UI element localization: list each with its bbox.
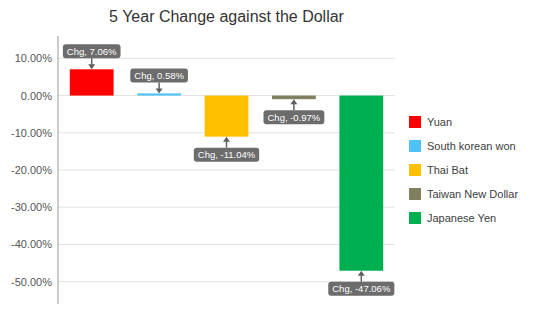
chart-svg: 5 Year Change against the Dollar 10.00% 0.…: [0, 0, 540, 314]
data-label-arrowhead: [358, 271, 365, 276]
data-label: Chg, 0.58%: [130, 68, 188, 93]
legend-swatch: [409, 116, 421, 128]
data-label-arrowhead: [156, 88, 163, 93]
legend-label: Taiwan New Dollar: [427, 188, 518, 200]
data-label-box: [130, 68, 188, 82]
bar: [272, 96, 316, 100]
bar: [205, 96, 249, 137]
legend-label: Yuan: [427, 116, 452, 128]
data-label-arrowhead: [290, 99, 297, 104]
legend-label: South korean won: [427, 140, 516, 152]
legend-label: Thai Bat: [427, 164, 468, 176]
data-label: Chg, -0.97%: [263, 99, 324, 124]
data-label-arrow: [361, 275, 363, 282]
y-axis: 10.00% 0.00% -10.00% -20.00% -30.00% -40.00% -…: [11, 52, 395, 287]
data-label-arrowhead: [88, 64, 95, 69]
y-tick-label: -50.00%: [11, 276, 52, 288]
data-label-box: [263, 110, 324, 124]
bar: [70, 69, 114, 95]
data-label-arrow: [91, 58, 93, 65]
legend-swatch: [409, 188, 421, 200]
data-label-box: [328, 282, 394, 296]
bar: [137, 93, 181, 95]
legend: Yuan South korean won Thai Bat Taiwan New D…: [409, 116, 518, 224]
chart-container: 5 Year Change against the Dollar 10.00% 0.…: [0, 0, 540, 314]
bar: [339, 96, 383, 271]
y-tick-label: -30.00%: [11, 201, 52, 213]
data-label: Chg, 7.06%: [63, 44, 121, 69]
data-label-arrow: [293, 103, 295, 110]
y-tick-label: 0.00%: [21, 90, 52, 102]
data-label: Chg, -47.06%: [328, 271, 394, 296]
data-labels: Chg, 7.06% Chg, 0.58% Chg, -11.04% Chg, -0.…: [63, 44, 394, 295]
legend-swatch: [409, 164, 421, 176]
data-label-arrow: [158, 82, 160, 89]
y-tick-label: 10.00%: [15, 52, 53, 64]
data-label-text: Chg, 0.58%: [134, 70, 184, 81]
y-tick-label: -10.00%: [11, 127, 52, 139]
bars: [70, 69, 383, 270]
y-tick-label: -20.00%: [11, 164, 52, 176]
legend-swatch: [409, 140, 421, 152]
legend-label: Japanese Yen: [427, 212, 496, 224]
data-label-arrow: [226, 141, 228, 148]
data-label: Chg, -11.04%: [194, 137, 259, 162]
data-label-text: Chg, -47.06%: [332, 283, 391, 294]
y-tick-label: -40.00%: [11, 238, 52, 250]
data-label-text: Chg, -0.97%: [267, 112, 320, 123]
data-label-text: Chg, 7.06%: [67, 46, 117, 57]
data-label-text: Chg, -11.04%: [198, 149, 256, 160]
data-label-box: [194, 148, 259, 162]
y-axis-line: [58, 36, 59, 304]
data-label-arrowhead: [223, 137, 230, 142]
chart-title: 5 Year Change against the Dollar: [109, 8, 345, 25]
legend-swatch: [409, 212, 421, 224]
data-label-box: [63, 44, 121, 58]
